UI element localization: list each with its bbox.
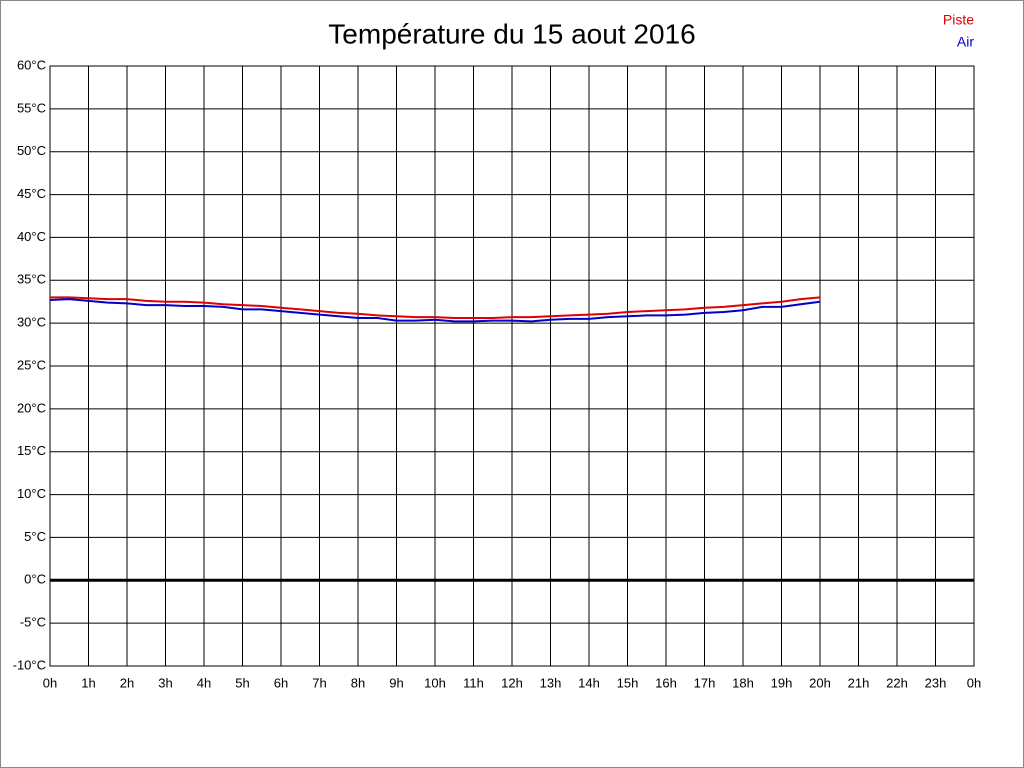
- x-tick-label: 8h: [351, 675, 365, 690]
- y-tick-label: 35°C: [17, 272, 46, 287]
- legend-entry: Air: [957, 34, 974, 50]
- x-tick-label: 12h: [501, 675, 523, 690]
- y-tick-label: 10°C: [17, 486, 46, 501]
- x-tick-label: 18h: [732, 675, 754, 690]
- x-tick-label: 5h: [235, 675, 249, 690]
- y-tick-label: 60°C: [17, 57, 46, 72]
- x-tick-label: 10h: [424, 675, 446, 690]
- x-tick-label: 4h: [197, 675, 211, 690]
- chart-title: Température du 15 aout 2016: [328, 18, 695, 49]
- x-tick-label: 0h: [967, 675, 981, 690]
- x-tick-label: 3h: [158, 675, 172, 690]
- x-tick-label: 22h: [886, 675, 908, 690]
- x-tick-label: 0h: [43, 675, 57, 690]
- x-tick-label: 23h: [925, 675, 947, 690]
- y-tick-label: 20°C: [17, 400, 46, 415]
- y-tick-label: 25°C: [17, 357, 46, 372]
- x-tick-label: 6h: [274, 675, 288, 690]
- y-tick-label: 0°C: [24, 572, 46, 587]
- x-tick-label: 14h: [578, 675, 600, 690]
- y-tick-label: 5°C: [24, 529, 46, 544]
- x-tick-label: 16h: [655, 675, 677, 690]
- y-tick-label: 30°C: [17, 315, 46, 330]
- legend-entry: Piste: [943, 12, 974, 28]
- y-tick-label: 45°C: [17, 186, 46, 201]
- x-tick-label: 17h: [694, 675, 716, 690]
- data-line: [49, 298, 821, 323]
- y-tick-label: 15°C: [17, 443, 46, 458]
- x-tick-label: 9h: [389, 675, 403, 690]
- x-tick-label: 11h: [463, 675, 484, 690]
- x-tick-label: 13h: [540, 675, 562, 690]
- x-tick-label: 20h: [809, 675, 831, 690]
- y-tick-label: -5°C: [20, 615, 46, 630]
- x-tick-label: 2h: [120, 675, 134, 690]
- y-tick-label: 50°C: [17, 143, 46, 158]
- x-tick-label: 19h: [771, 675, 793, 690]
- y-tick-label: 40°C: [17, 229, 46, 244]
- data-line: [50, 296, 821, 319]
- x-tick-label: 15h: [617, 675, 639, 690]
- x-tick-label: 7h: [312, 675, 326, 690]
- x-tick-label: 1h: [81, 675, 95, 690]
- y-tick-label: -10°C: [13, 657, 46, 672]
- x-tick-label: 21h: [848, 675, 870, 690]
- y-tick-label: 55°C: [17, 100, 46, 115]
